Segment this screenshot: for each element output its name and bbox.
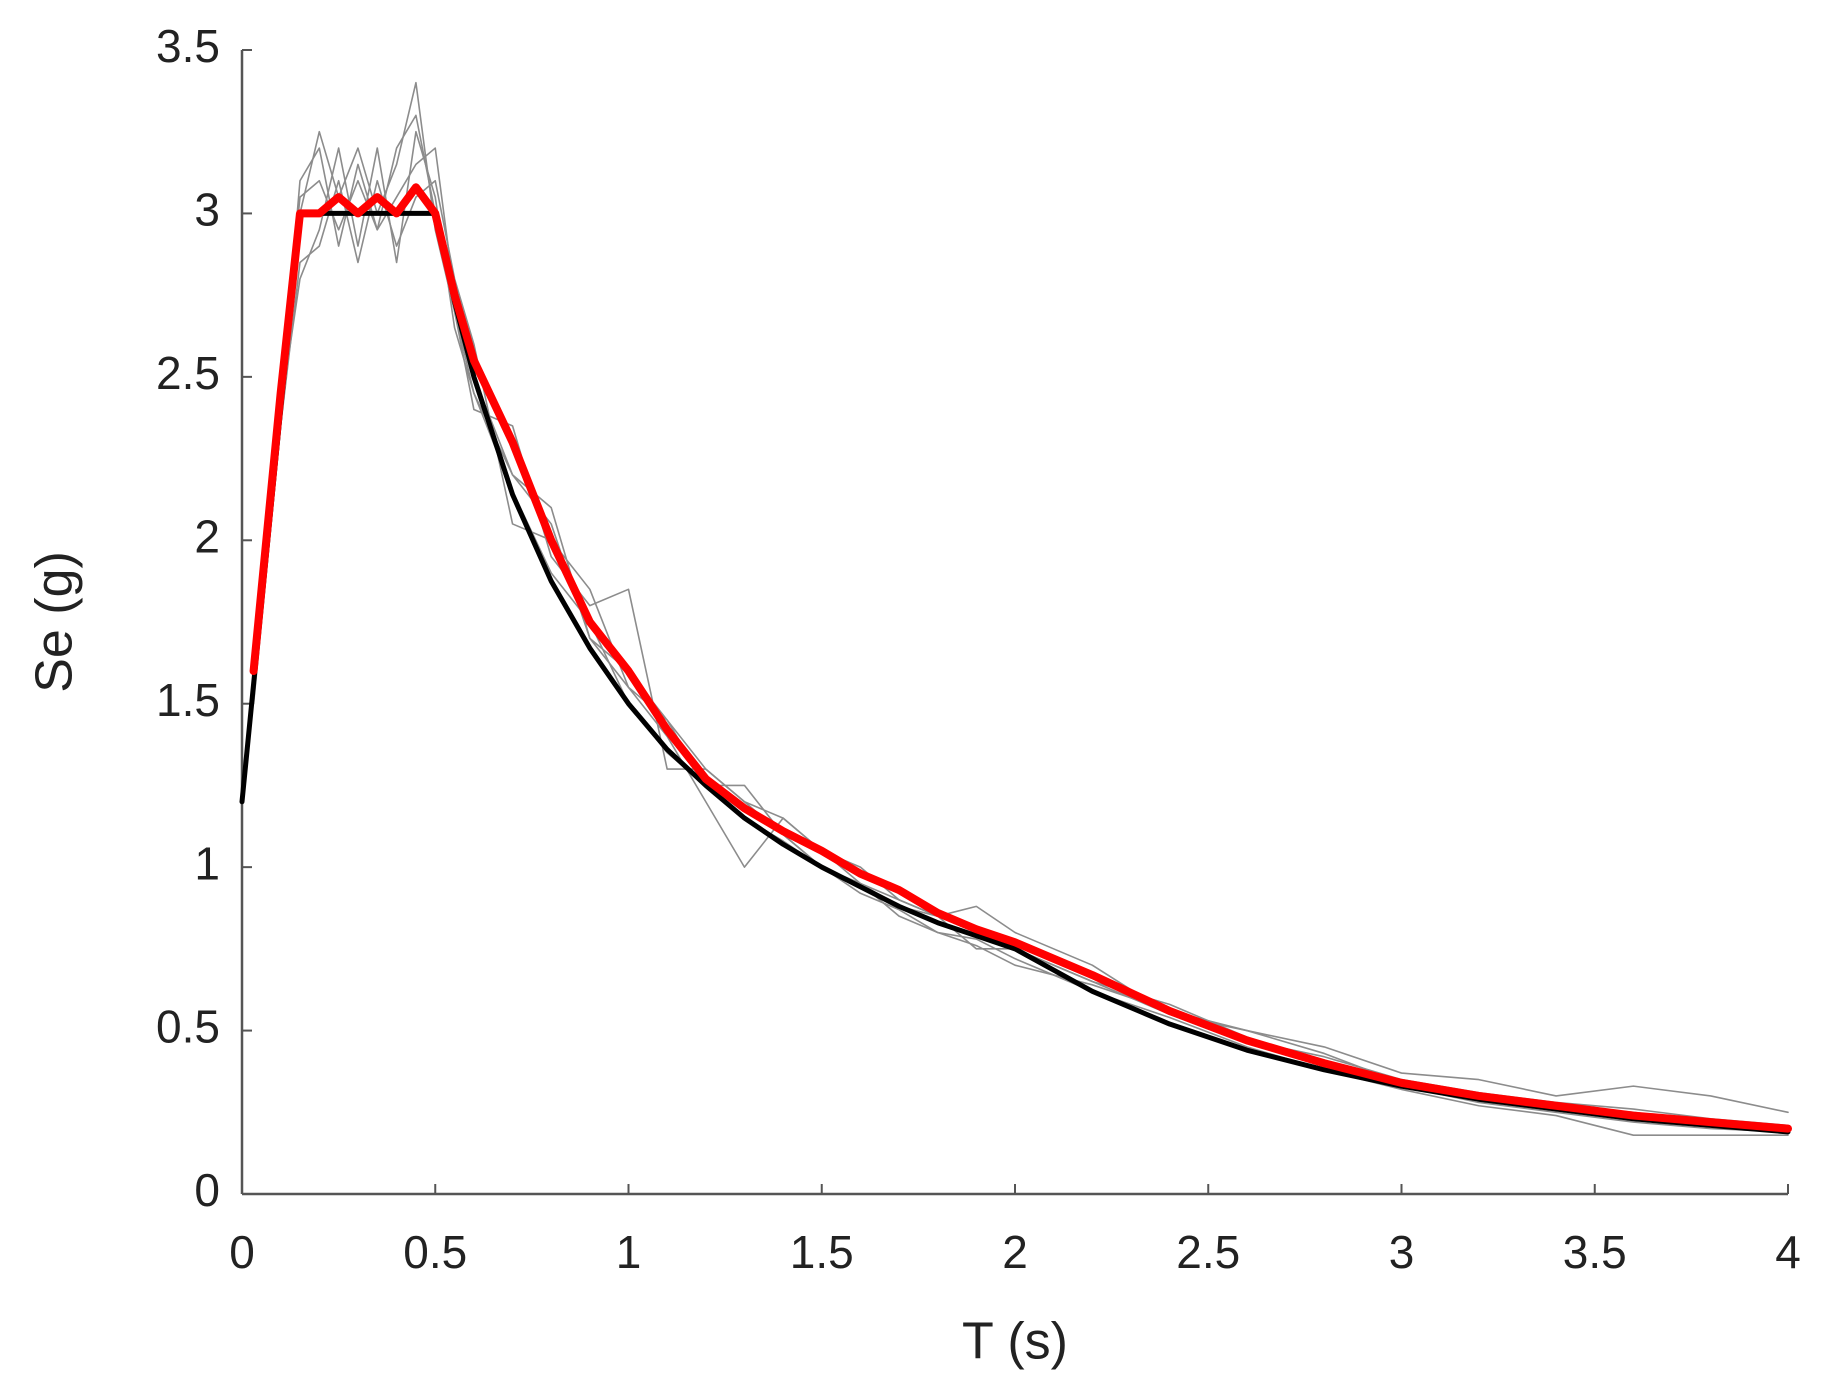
series-line <box>252 147 1789 1130</box>
x-tick-label: 1 <box>616 1226 642 1278</box>
x-tick-label: 0 <box>229 1226 255 1278</box>
series-line <box>252 130 1789 1136</box>
series-line <box>252 81 1789 1114</box>
y-tick-label: 2 <box>194 510 220 562</box>
series-line <box>249 183 1792 1133</box>
y-tick-label: 0.5 <box>156 1001 220 1053</box>
y-tick-label: 0 <box>194 1164 220 1216</box>
x-tick-label: 2.5 <box>1176 1226 1240 1278</box>
x-tick-label: 4 <box>1775 1226 1801 1278</box>
y-tick-label: 2.5 <box>156 347 220 399</box>
y-tick-label: 1.5 <box>156 674 220 726</box>
series-line <box>252 179 1789 1133</box>
x-tick-label: 3.5 <box>1563 1226 1627 1278</box>
y-axis-label: Se (g) <box>26 551 84 693</box>
x-tick-label: 1.5 <box>790 1226 854 1278</box>
x-tick-label: 0.5 <box>403 1226 467 1278</box>
x-tick-label: 3 <box>1389 1226 1415 1278</box>
series-line <box>252 114 1789 1127</box>
y-tick-label: 1 <box>194 837 220 889</box>
x-tick-label: 2 <box>1002 1226 1028 1278</box>
x-axis-label: T (s) <box>962 1313 1068 1371</box>
y-tick-label: 3 <box>194 184 220 236</box>
y-tick-label: 3.5 <box>156 20 220 72</box>
